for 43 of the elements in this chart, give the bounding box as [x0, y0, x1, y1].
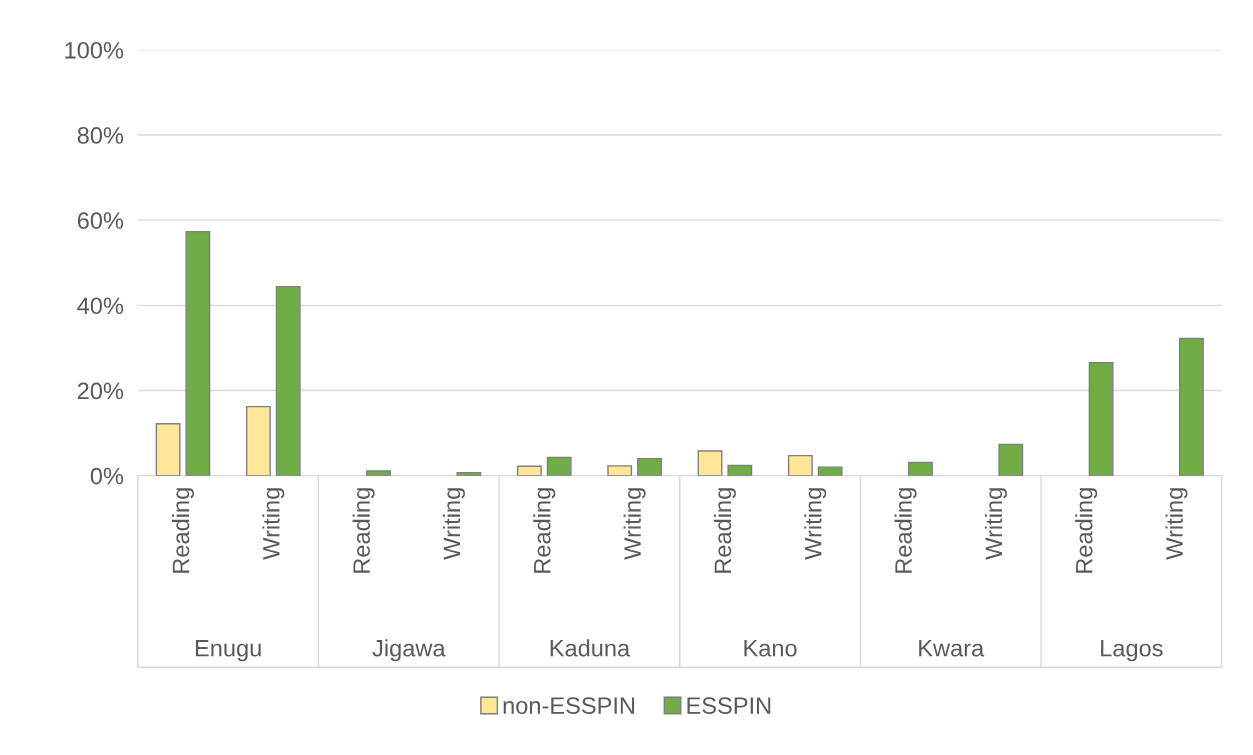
x-tick-label: Reading	[894, 488, 917, 573]
bar	[637, 457, 662, 476]
bar	[787, 454, 813, 476]
x-tick-label: Writing	[1165, 488, 1188, 560]
text: Lagos	[1101, 640, 1163, 662]
text: Jigawa	[372, 639, 446, 662]
legend-label: ESSPIN	[687, 697, 771, 714]
x-tick-label: Writing	[623, 488, 646, 560]
y-tick-label: 80%	[77, 127, 124, 144]
x-tick-label: Writing	[262, 488, 285, 560]
bar	[155, 423, 181, 476]
bar	[817, 466, 843, 476]
text: Kano	[744, 640, 797, 657]
bar	[185, 230, 211, 476]
bar	[1178, 337, 1204, 476]
y-tick-label: 100%	[65, 41, 124, 59]
text: Enugu	[195, 640, 261, 662]
x-tick-label: Reading	[171, 488, 194, 573]
bar	[697, 450, 723, 476]
bar	[245, 405, 271, 476]
text: Kwara	[919, 640, 985, 657]
x-tick-label: Reading	[533, 488, 556, 573]
x-tick-label: Reading	[1075, 488, 1098, 573]
bar	[1088, 362, 1114, 476]
bar	[516, 465, 542, 476]
x-tick-label: Writing	[984, 488, 1007, 560]
y-tick-label: 0%	[90, 467, 124, 485]
bar	[366, 470, 391, 476]
bar	[908, 461, 933, 476]
text: Kaduna	[550, 639, 631, 657]
legend-label: non-ESSPIN	[503, 697, 635, 714]
bar	[607, 465, 633, 476]
bar	[727, 464, 753, 476]
y-tick-label: 60%	[77, 212, 124, 229]
x-tick-label: Reading	[713, 488, 736, 573]
x-tick-label: Writing	[442, 488, 465, 560]
x-tick-label: Writing	[804, 488, 827, 560]
x-tick-label: Reading	[352, 488, 375, 573]
bar	[275, 285, 301, 476]
bar	[998, 443, 1024, 476]
y-tick-label: 40%	[77, 297, 124, 315]
y-tick-label: 20%	[77, 382, 124, 400]
bar	[546, 456, 572, 476]
